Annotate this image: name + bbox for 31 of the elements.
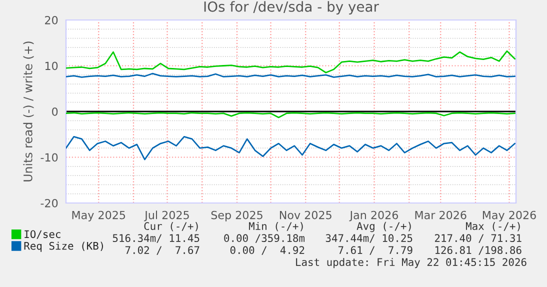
x-tick-label: Mar 2026 xyxy=(415,210,466,220)
chart-title: IOs for /dev/sda - by year xyxy=(204,1,379,15)
y-axis-title: Units read (-) / write (+) xyxy=(23,42,34,182)
x-tick-label: Jan 2026 xyxy=(349,210,398,222)
x-tick-label: Sep 2025 xyxy=(211,210,262,222)
y-tick-label: 10 xyxy=(45,62,58,70)
x-tick-label: May 2026 xyxy=(482,210,536,222)
y-tick-label: -20 xyxy=(40,198,58,208)
text: Min (-/+) xyxy=(248,222,303,232)
legend-label: Req Size (KB) xyxy=(24,242,103,252)
x-tick-label: May 2025 xyxy=(72,210,126,222)
y-tick-label: 20 xyxy=(45,16,58,24)
legend-label: IO/sec xyxy=(24,230,60,239)
text: 217.40 / 71.31 xyxy=(434,234,522,243)
line-series xyxy=(66,136,516,160)
text: 0.00 / 4.92 xyxy=(230,246,304,255)
text: Last update: Fri May 22 01:45:15 2026 xyxy=(296,258,526,268)
line-series xyxy=(66,50,516,74)
text: Cur (-/+) xyxy=(144,222,198,232)
text: 516.34m/ 11.45 xyxy=(112,234,200,243)
text: 347.44m/ 10.25 xyxy=(326,234,412,243)
text: Max (-/+) xyxy=(466,222,520,232)
text: 7.02 / 7.67 xyxy=(125,246,200,255)
x-tick-label: Nov 2025 xyxy=(280,210,332,220)
x-tick-label: Jul 2025 xyxy=(144,210,189,222)
y-tick-label: -10 xyxy=(40,153,58,162)
text: 7.61 / 7.79 xyxy=(338,246,412,255)
text: Avg (-/+) xyxy=(356,222,411,232)
text: 0.00 /359.18m xyxy=(224,234,305,243)
y-tick-label: 0 xyxy=(52,107,58,116)
text: 126.81 /198.86 xyxy=(435,246,522,255)
